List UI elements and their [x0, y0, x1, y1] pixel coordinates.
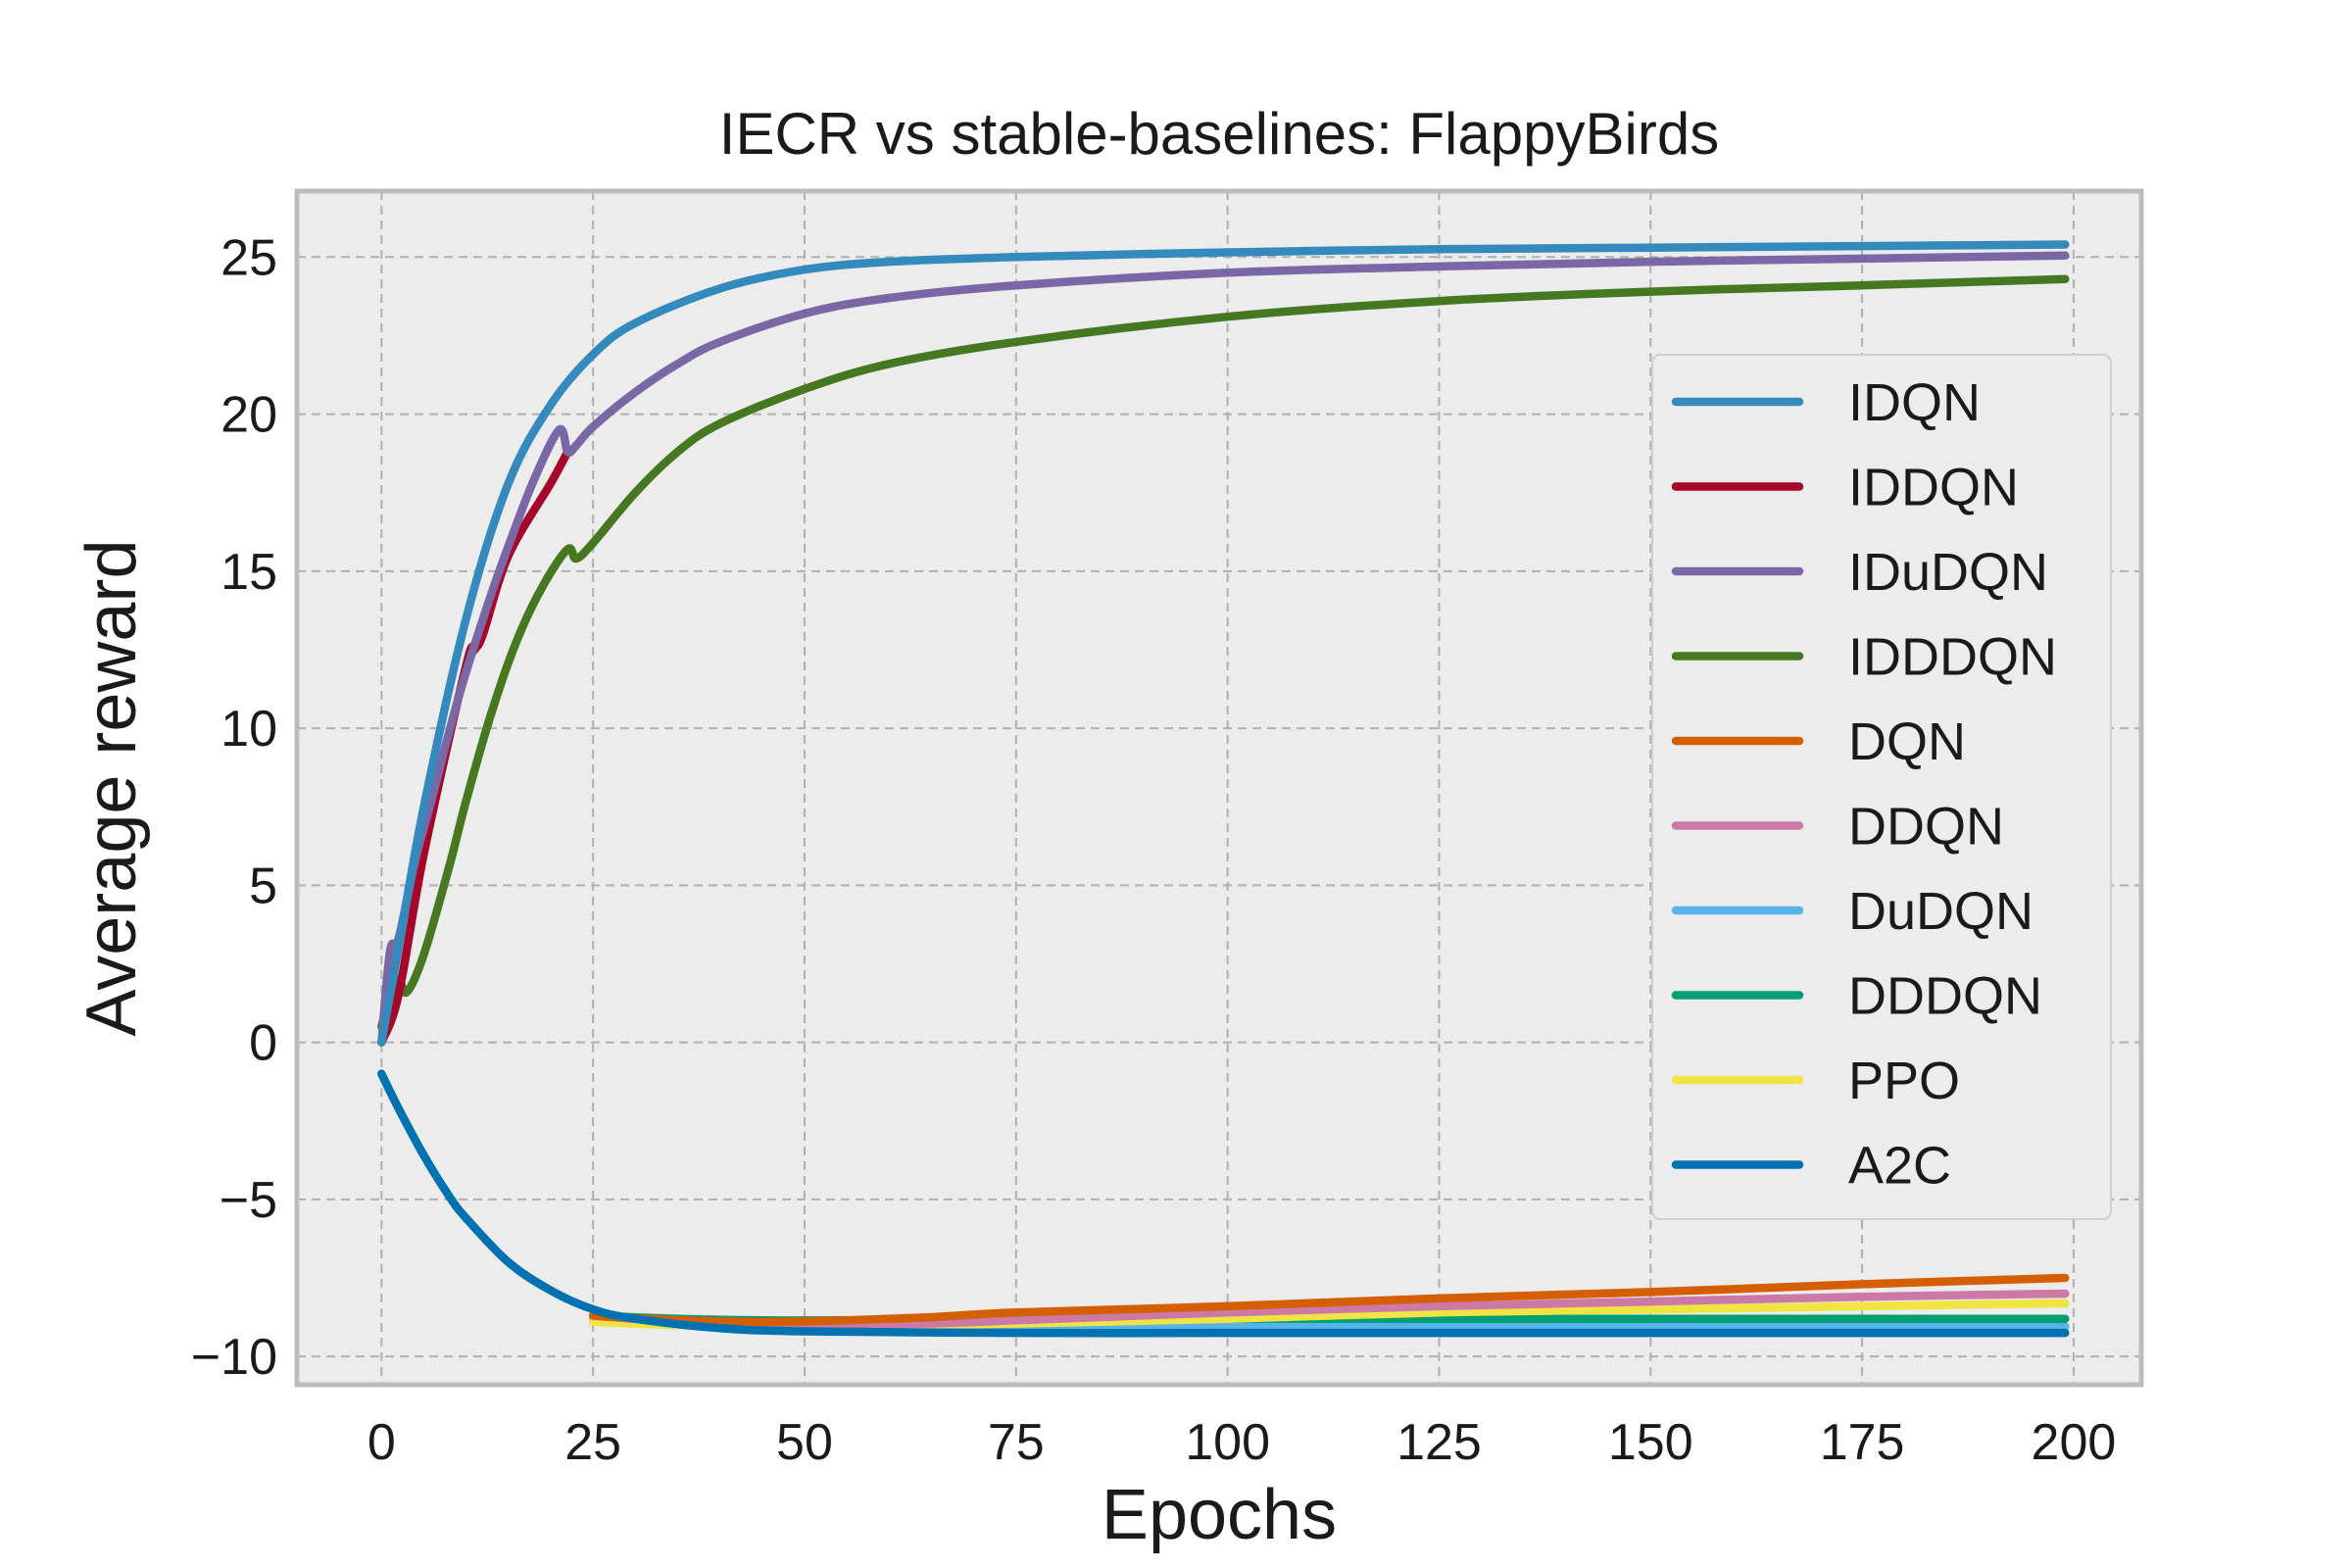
x-tick-label: 175 — [1820, 1414, 1905, 1471]
y-tick-label: 15 — [220, 544, 277, 601]
legend-label-a2c: A2C — [1848, 1137, 1951, 1196]
x-tick-label: 0 — [368, 1414, 396, 1471]
y-tick-label: 20 — [220, 387, 277, 444]
y-axis-label: Average reward — [73, 540, 151, 1037]
y-tick-labels: 25 20 15 10 5 0 −5 −10 — [191, 229, 277, 1386]
y-tick-label: 5 — [249, 858, 277, 914]
legend-label-idddqn: IDDDQN — [1848, 628, 2057, 687]
legend-label-idqn: IDQN — [1848, 373, 1981, 432]
series-line-a2c — [377, 1069, 2070, 1338]
legend-label-dudqn: DuDQN — [1848, 882, 2034, 941]
x-tick-label: 50 — [776, 1414, 833, 1471]
legend-label-ddqn: DDQN — [1848, 798, 2004, 857]
x-tick-label: 75 — [988, 1414, 1045, 1471]
legend-label-idudqn: IDuDQN — [1848, 543, 2048, 602]
x-tick-label: 200 — [2032, 1414, 2117, 1471]
y-tick-label: 0 — [249, 1015, 277, 1072]
x-tick-label: 25 — [564, 1414, 621, 1471]
series-line-idddqn — [377, 274, 2070, 1031]
x-tick-label: 100 — [1185, 1414, 1270, 1471]
x-tick-label: 125 — [1396, 1414, 1482, 1471]
legend: IDQN IDDQN IDuDQN IDDDQN DQN DDQN DuDQN DDDQN PP… — [1651, 354, 2112, 1220]
legend-label-ppo: PPO — [1848, 1052, 1960, 1110]
series-group — [377, 240, 2070, 1338]
y-tick-label: 10 — [220, 701, 277, 758]
legend-label-dddqn: DDDQN — [1848, 967, 2042, 1026]
series-line-idudqn — [377, 251, 2070, 1047]
series-line-dqn — [588, 1273, 2070, 1327]
y-tick-label: −5 — [220, 1172, 277, 1229]
x-axis-label: Epochs — [1102, 1476, 1337, 1554]
y-tick-label: 25 — [220, 229, 277, 286]
x-tick-labels: 0 25 50 75 100 125 150 175 200 — [368, 1414, 2116, 1471]
chart-title: IECR vs stable-baselines: FlappyBirds — [719, 101, 1719, 167]
legend-label-iddqn: IDDQN — [1848, 459, 2019, 517]
legend-label-dqn: DQN — [1848, 712, 1966, 771]
plot-frame — [294, 188, 2144, 1388]
x-tick-label: 150 — [1608, 1414, 1693, 1471]
y-tick-label: −10 — [191, 1329, 277, 1386]
series-line-idqn — [377, 240, 2070, 1047]
